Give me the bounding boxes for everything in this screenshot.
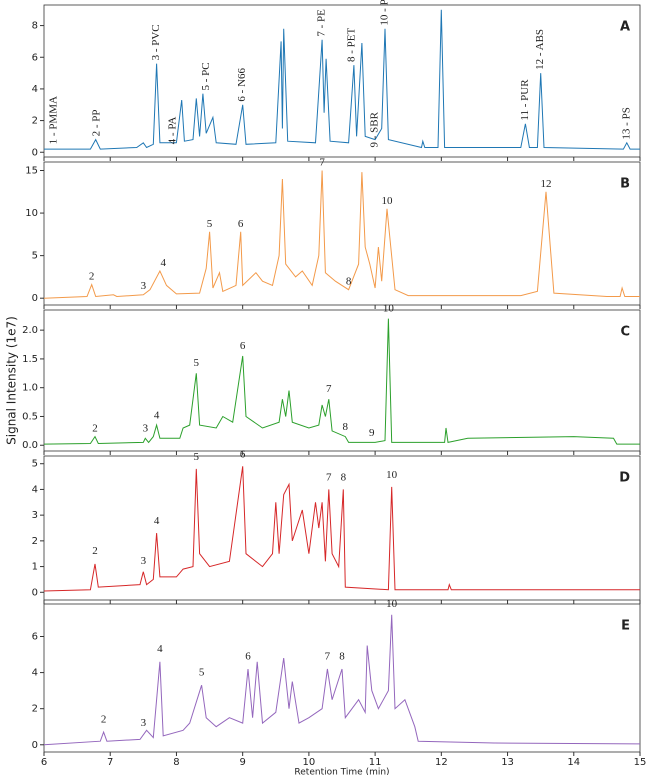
- peak-label: 2: [92, 422, 98, 434]
- peak-label: 2 - PP: [91, 110, 103, 137]
- y-tick-label: 5: [32, 251, 38, 262]
- peak-label: 5: [207, 218, 213, 230]
- peak-label: 12: [540, 178, 551, 190]
- x-tick-label: 12: [435, 757, 448, 768]
- peak-label: 11 - PUR: [519, 79, 531, 121]
- peak-label: 9 - SBR: [369, 111, 381, 147]
- peak-label: 4: [154, 410, 160, 422]
- peak-label: 13 - PS: [620, 107, 632, 139]
- peak-label: 3: [141, 280, 147, 292]
- peak-label: 7: [326, 472, 332, 484]
- x-tick-label: 15: [634, 757, 646, 768]
- y-tick-label: 15: [25, 166, 38, 177]
- x-tick-label: 10: [303, 757, 316, 768]
- peak-label: 6: [240, 340, 246, 352]
- y-tick-label: 10: [25, 208, 38, 219]
- y-tick-label: 0: [32, 147, 38, 158]
- x-tick-label: 13: [501, 757, 514, 768]
- y-tick-label: 4: [32, 668, 38, 679]
- peak-label: 10: [383, 303, 395, 315]
- peak-label: 3: [143, 422, 149, 434]
- peak-label: 5 - PC: [200, 62, 212, 90]
- y-tick-label: 0: [32, 293, 38, 304]
- x-tick-label: 6: [41, 757, 47, 768]
- peak-label: 10: [382, 195, 394, 207]
- plot-frame: [43, 4, 641, 158]
- peak-label: 5: [199, 667, 205, 679]
- peak-label: 8: [341, 472, 347, 484]
- peak-label: 7: [326, 383, 332, 395]
- peak-label: 4: [160, 257, 166, 269]
- peak-label: 8 - PET: [345, 28, 357, 63]
- peak-label: 4: [157, 643, 163, 655]
- peak-label: 12 - ABS: [534, 29, 546, 70]
- y-tick-label: 3: [32, 510, 38, 521]
- peak-label: 10: [386, 469, 398, 481]
- peak-label: 5: [194, 357, 200, 369]
- x-tick-label: 14: [567, 757, 580, 768]
- peak-label: 3: [141, 555, 147, 567]
- y-axis-label: Signal Intensity (1e7): [5, 316, 19, 445]
- chromatogram-line: [43, 466, 640, 592]
- y-tick-label: 1.0: [22, 383, 38, 394]
- peak-label: 1 - PMMA: [47, 96, 59, 144]
- peak-label: 3: [141, 717, 147, 729]
- y-tick-label: 2: [32, 704, 38, 715]
- peak-label: 2: [89, 271, 95, 283]
- peak-label: 2: [101, 713, 107, 725]
- plot-frame: [43, 309, 641, 452]
- panel-label: A: [620, 20, 630, 35]
- x-tick-label: 8: [173, 757, 179, 768]
- x-tick-label: 7: [107, 757, 113, 768]
- chromatogram-line: [44, 9, 640, 150]
- y-tick-label: 4: [32, 484, 38, 495]
- y-tick-label: 2.0: [22, 325, 38, 336]
- peak-label: 6: [240, 448, 246, 460]
- peak-label: 4: [154, 515, 160, 527]
- y-tick-label: 2: [32, 536, 38, 547]
- plot-frame: [43, 455, 641, 601]
- y-tick-label: 0.5: [22, 411, 38, 422]
- plot-frame: [43, 603, 641, 753]
- y-tick-label: 1: [32, 562, 38, 573]
- panel-label: D: [619, 471, 630, 486]
- peak-label: 7: [319, 156, 325, 168]
- panel-label: C: [620, 325, 630, 340]
- y-tick-label: 6: [32, 631, 38, 642]
- peak-label: 8: [346, 276, 352, 288]
- panel-label: B: [620, 177, 630, 192]
- panel-label: E: [621, 619, 630, 634]
- peak-label: 3 - PVC: [150, 24, 162, 60]
- y-tick-label: 0.0: [22, 440, 38, 451]
- chromatogram-line: [43, 614, 641, 746]
- y-tick-label: 5: [32, 459, 38, 470]
- y-tick-label: 8: [32, 21, 38, 32]
- plot-frame: [43, 161, 641, 306]
- x-tick-label: 9: [239, 757, 245, 768]
- y-tick-label: 2: [32, 116, 38, 127]
- peak-label: 6 - N66: [236, 67, 248, 101]
- chromatogram-line: [43, 170, 640, 299]
- y-tick-label: 6: [32, 52, 38, 63]
- x-tick-label: 11: [369, 757, 382, 768]
- peak-label: 6: [245, 650, 251, 662]
- peak-label: 8: [343, 421, 349, 433]
- y-tick-label: 1.5: [22, 354, 38, 365]
- peak-label: 6: [238, 218, 244, 230]
- y-tick-label: 4: [32, 84, 38, 95]
- peak-label: 4 - PA: [167, 117, 179, 145]
- y-tick-label: 0: [32, 587, 38, 598]
- y-tick-label: 0: [32, 740, 38, 751]
- chromatogram-line: [43, 318, 640, 445]
- peak-label: 8: [339, 650, 345, 662]
- peak-label: 7: [325, 650, 331, 662]
- peak-label: 2: [92, 545, 98, 557]
- peak-label: 7 - PE: [316, 9, 328, 37]
- x-axis-label: Retention Time (min): [294, 768, 389, 775]
- peak-label: 10: [386, 598, 398, 610]
- peak-label: 10 - PFS: [379, 0, 391, 26]
- peak-label: 5: [194, 451, 200, 463]
- peak-label: 9: [369, 427, 375, 439]
